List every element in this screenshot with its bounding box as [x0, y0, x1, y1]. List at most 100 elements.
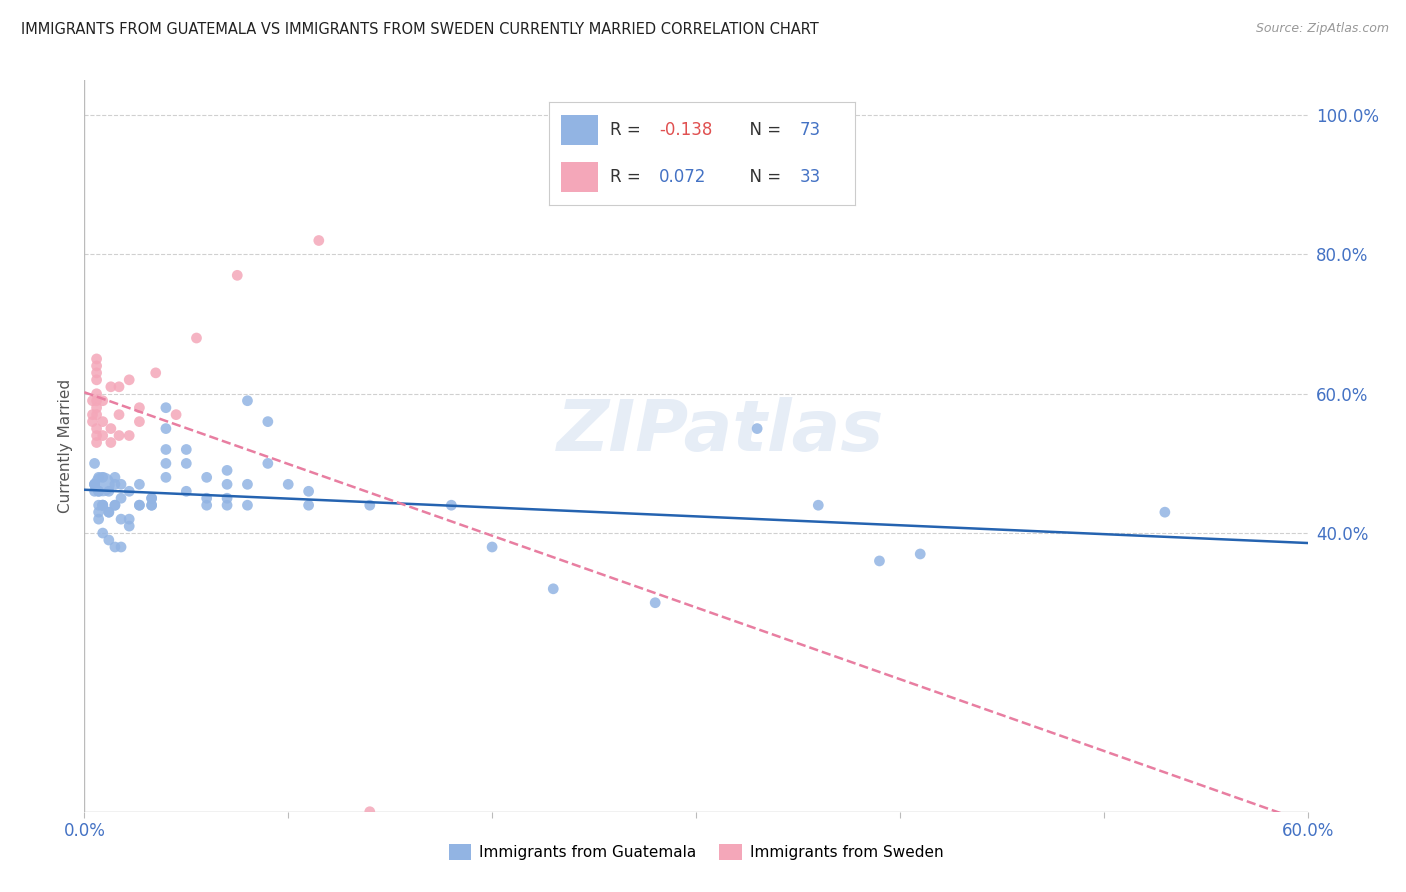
Point: [86, 359, 108, 373]
Point: [440, 498, 463, 512]
Point: [100, 380, 122, 394]
Point: [91, 428, 114, 442]
Point: [128, 498, 150, 512]
Point: [86, 386, 108, 401]
Point: [236, 498, 259, 512]
Point: [83, 477, 105, 491]
Point: [118, 519, 141, 533]
Point: [277, 477, 299, 491]
Point: [97, 484, 120, 499]
Point: [910, 547, 932, 561]
Point: [118, 512, 141, 526]
Point: [87, 484, 110, 499]
Point: [155, 401, 177, 415]
Point: [118, 484, 141, 499]
Point: [257, 457, 280, 471]
Point: [91, 470, 114, 484]
Point: [226, 268, 249, 283]
Point: [91, 415, 114, 429]
Point: [104, 470, 127, 484]
Point: [104, 540, 127, 554]
Point: [359, 805, 381, 819]
Point: [82, 393, 104, 408]
Point: [174, 442, 197, 457]
Point: [217, 463, 239, 477]
Point: [108, 428, 131, 442]
Point: [141, 498, 163, 512]
Point: [110, 477, 132, 491]
Point: [86, 435, 108, 450]
Point: [104, 498, 127, 512]
Point: [165, 408, 187, 422]
Point: [91, 498, 114, 512]
Point: [83, 477, 105, 491]
Y-axis label: Currently Married: Currently Married: [58, 379, 73, 513]
Point: [195, 498, 218, 512]
Point: [747, 421, 769, 435]
Point: [91, 498, 114, 512]
Point: [359, 498, 381, 512]
Point: [217, 477, 239, 491]
Point: [128, 401, 150, 415]
Point: [236, 393, 259, 408]
Point: [118, 428, 141, 442]
Point: [174, 484, 197, 499]
Point: [83, 457, 105, 471]
Point: [195, 470, 218, 484]
Point: [110, 540, 132, 554]
Point: [87, 470, 110, 484]
Point: [155, 470, 177, 484]
Point: [141, 491, 163, 506]
Point: [86, 421, 108, 435]
Point: [100, 421, 122, 435]
Text: Source: ZipAtlas.com: Source: ZipAtlas.com: [1256, 22, 1389, 36]
Point: [104, 498, 127, 512]
Text: IMMIGRANTS FROM GUATEMALA VS IMMIGRANTS FROM SWEDEN CURRENTLY MARRIED CORRELATIO: IMMIGRANTS FROM GUATEMALA VS IMMIGRANTS …: [21, 22, 818, 37]
Point: [100, 435, 122, 450]
Point: [86, 373, 108, 387]
Point: [110, 512, 132, 526]
Point: [481, 540, 503, 554]
Point: [186, 331, 208, 345]
Point: [257, 415, 280, 429]
Point: [86, 393, 108, 408]
Point: [82, 408, 104, 422]
Point: [141, 498, 163, 512]
Point: [155, 457, 177, 471]
Point: [807, 498, 830, 512]
Point: [91, 526, 114, 541]
Point: [91, 477, 114, 491]
Point: [128, 415, 150, 429]
Point: [308, 234, 330, 248]
Point: [128, 498, 150, 512]
Point: [82, 415, 104, 429]
Point: [217, 491, 239, 506]
Point: [217, 498, 239, 512]
Point: [104, 477, 127, 491]
Point: [87, 512, 110, 526]
Point: [543, 582, 565, 596]
Point: [91, 498, 114, 512]
Point: [86, 366, 108, 380]
Text: ZIPatlas: ZIPatlas: [557, 397, 884, 466]
Point: [86, 408, 108, 422]
Point: [155, 442, 177, 457]
Point: [97, 533, 120, 547]
Point: [87, 505, 110, 519]
Point: [141, 491, 163, 506]
Point: [87, 484, 110, 499]
Point: [174, 457, 197, 471]
Point: [86, 401, 108, 415]
Point: [83, 477, 105, 491]
Point: [83, 484, 105, 499]
Point: [236, 477, 259, 491]
Point: [110, 491, 132, 506]
Point: [1154, 505, 1177, 519]
Point: [298, 484, 321, 499]
Point: [97, 505, 120, 519]
Point: [86, 428, 108, 442]
Legend: Immigrants from Guatemala, Immigrants from Sweden: Immigrants from Guatemala, Immigrants fr…: [443, 838, 949, 866]
Point: [108, 408, 131, 422]
Point: [155, 421, 177, 435]
Point: [86, 351, 108, 366]
